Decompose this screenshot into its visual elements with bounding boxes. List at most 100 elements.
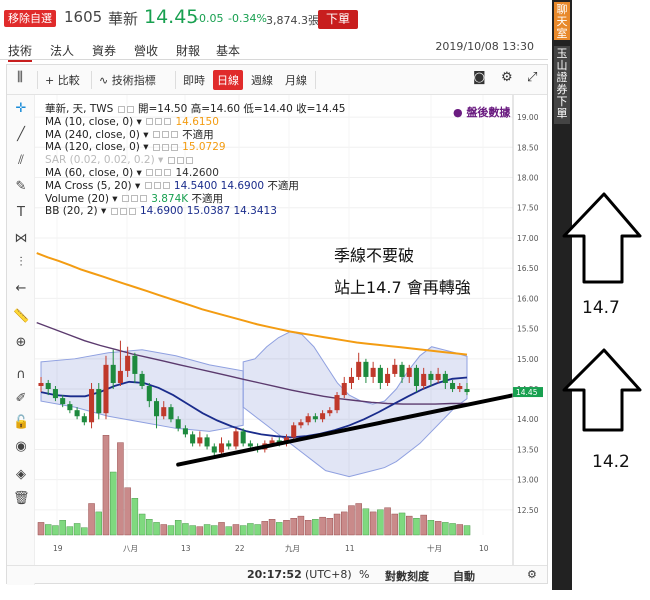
candle-body (139, 373, 145, 387)
settings-icon[interactable]: ⚙ (501, 70, 513, 85)
legend-toggle-icon[interactable] (152, 131, 160, 139)
legend-toggle-icon[interactable] (139, 195, 147, 203)
order-button[interactable]: 下單 (318, 10, 358, 29)
candle-type-icon[interactable]: ⫼ (17, 70, 23, 85)
volume-bar (160, 524, 167, 536)
volume-bar (167, 525, 175, 536)
legend-toggle-icon[interactable] (185, 156, 193, 164)
unlock-icon[interactable]: 🔓 (13, 415, 30, 430)
legend-toggle-icon[interactable] (121, 195, 129, 203)
last-price-tag (513, 387, 543, 398)
period-intraday[interactable]: 即時 (183, 74, 205, 87)
percent-scale-button[interactable]: % (359, 568, 370, 581)
legend-toggle-icon[interactable] (161, 131, 169, 139)
ruler-icon[interactable]: 📏 (13, 309, 30, 324)
legend-toggle-icon[interactable] (146, 118, 154, 126)
volume-bar (384, 507, 391, 536)
brush-icon[interactable]: ✎ (15, 179, 27, 194)
toolbar-divider (315, 71, 316, 89)
measure-icon[interactable]: ⫶ (19, 255, 23, 270)
candle-body (406, 367, 412, 377)
after-hours-text: 盤後數據 (466, 106, 511, 119)
legend-toggle-icon[interactable] (152, 143, 160, 151)
tab-institutional[interactable]: 法人 (50, 44, 75, 58)
indicators-button[interactable]: ∿ 技術指標 (99, 72, 156, 88)
eye-toggle-icon[interactable] (117, 105, 125, 113)
price-chart[interactable]: 19.00 18.50 18.00 17.50 17.00 16.50 16.00 15.50… (35, 95, 547, 565)
legend-toggle-icon[interactable] (170, 131, 178, 139)
legend-toggle-icon[interactable] (162, 182, 170, 190)
tab-basic[interactable]: 基本 (216, 44, 241, 58)
legend-toggle-icon[interactable] (146, 169, 154, 177)
chart-plot-area[interactable]: 19.00 18.50 18.00 17.50 17.00 16.50 16.00 15.50… (35, 95, 547, 585)
chat-room-button[interactable]: 聊天室 (554, 2, 570, 40)
period-weekly[interactable]: 週線 (251, 74, 273, 87)
log-scale-button[interactable]: 對數刻度 (385, 570, 429, 583)
legend-row[interactable]: MA (10, close, 0) ▾ 14.6150 (45, 116, 345, 129)
tab-technical[interactable]: 技術 (8, 42, 33, 62)
after-hours-label[interactable]: ● 盤後數據 (453, 106, 511, 119)
fibonacci-icon[interactable]: ⫽ (18, 153, 24, 168)
legend-toggle-icon[interactable] (153, 182, 161, 190)
legend-row[interactable]: SAR (0.02, 0.02, 0.2) ▾ (45, 154, 345, 167)
legend-toggle-icon[interactable] (170, 143, 178, 151)
tab-revenue[interactable]: 營收 (134, 44, 159, 58)
trash-icon[interactable]: 🗑 (13, 491, 30, 506)
legend-toggle-icon[interactable] (155, 169, 163, 177)
legend-toggle-icon[interactable] (119, 207, 127, 215)
price-tick-label: 16.00 (517, 294, 539, 303)
back-arrow-icon[interactable]: ← (15, 281, 27, 296)
broker-order-button[interactable]: 玉山證券下單 (554, 46, 570, 124)
lock-drawing-icon[interactable]: ✐ (15, 391, 27, 406)
status-time: 20:17:52 (247, 568, 302, 581)
legend-indicator-name: MA (120, close, 0) ▾ (45, 141, 152, 154)
trendline-icon[interactable]: ╱ (17, 127, 25, 142)
period-daily[interactable]: 日線 (213, 70, 243, 90)
remove-watchlist-button[interactable]: 移除自選 (4, 10, 56, 27)
legend-row[interactable]: MA Cross (5, 20) ▾ 14.5400 14.6900 不適用 (45, 180, 345, 193)
legend-row[interactable]: MA (240, close, 0) ▾ 不適用 (45, 129, 345, 142)
legend-toggle-icon[interactable] (110, 207, 118, 215)
layers-icon[interactable]: ◈ (16, 467, 26, 482)
legend-row[interactable]: BB (20, 2) ▾ 14.6900 15.0387 14.3413 (45, 205, 345, 218)
price-change: -0.05 (195, 12, 224, 25)
legend-low: 低=14.40 (243, 103, 293, 115)
volume-bar (138, 513, 146, 536)
legend-toggle-icon[interactable] (167, 156, 175, 164)
legend-toggle-icon[interactable] (155, 118, 163, 126)
tab-margin[interactable]: 資券 (92, 44, 117, 58)
fullscreen-icon[interactable]: ⤢ (527, 70, 538, 85)
legend-toggle-icon[interactable] (144, 182, 152, 190)
volume-bar (333, 513, 341, 536)
eye-icon[interactable]: ◉ (15, 439, 27, 454)
compare-button[interactable]: + 比較 (45, 72, 80, 88)
camera-icon[interactable]: ◙ (473, 70, 486, 85)
chart-settings-icon[interactable]: ⚙ (527, 568, 537, 581)
zoom-in-icon[interactable]: ⊕ (15, 335, 27, 350)
candle-body (233, 431, 239, 447)
tab-financials[interactable]: 財報 (176, 44, 201, 58)
legend-toggle-icon[interactable] (176, 156, 184, 164)
legend-toggle-icon[interactable] (128, 207, 136, 215)
legend-toggle-icon[interactable] (161, 143, 169, 151)
volume-bar (218, 522, 225, 536)
legend-row[interactable]: Volume (20) ▾ 3.874K 不適用 (45, 193, 345, 206)
legend-row[interactable]: MA (120, close, 0) ▾ 15.0729 (45, 141, 345, 154)
legend-row[interactable]: MA (60, close, 0) ▾ 14.2600 (45, 167, 345, 180)
legend-toggle-icon[interactable] (164, 118, 172, 126)
legend-indicator-value: 15.0729 (178, 141, 226, 154)
candle-body (327, 410, 333, 414)
legend-toggle-icon[interactable] (130, 195, 138, 203)
period-monthly[interactable]: 月線 (285, 74, 307, 87)
magnet-icon[interactable]: ∩ (16, 367, 26, 382)
candle-body (60, 398, 66, 405)
crosshair-icon[interactable]: ✛ (15, 101, 27, 116)
annotation-breakout: 站上14.7 會再轉強 (334, 278, 471, 297)
legend-toggle-icon[interactable] (164, 169, 172, 177)
volume-bar (254, 524, 261, 536)
text-tool-icon[interactable]: T (17, 205, 25, 220)
pattern-icon[interactable]: ⋈ (14, 231, 28, 246)
settings-toggle-icon[interactable] (126, 105, 134, 113)
date-axis: 19 八月 13 22 九月 11 十月 10 (53, 543, 489, 553)
auto-scale-button[interactable]: 自動 (453, 570, 475, 583)
